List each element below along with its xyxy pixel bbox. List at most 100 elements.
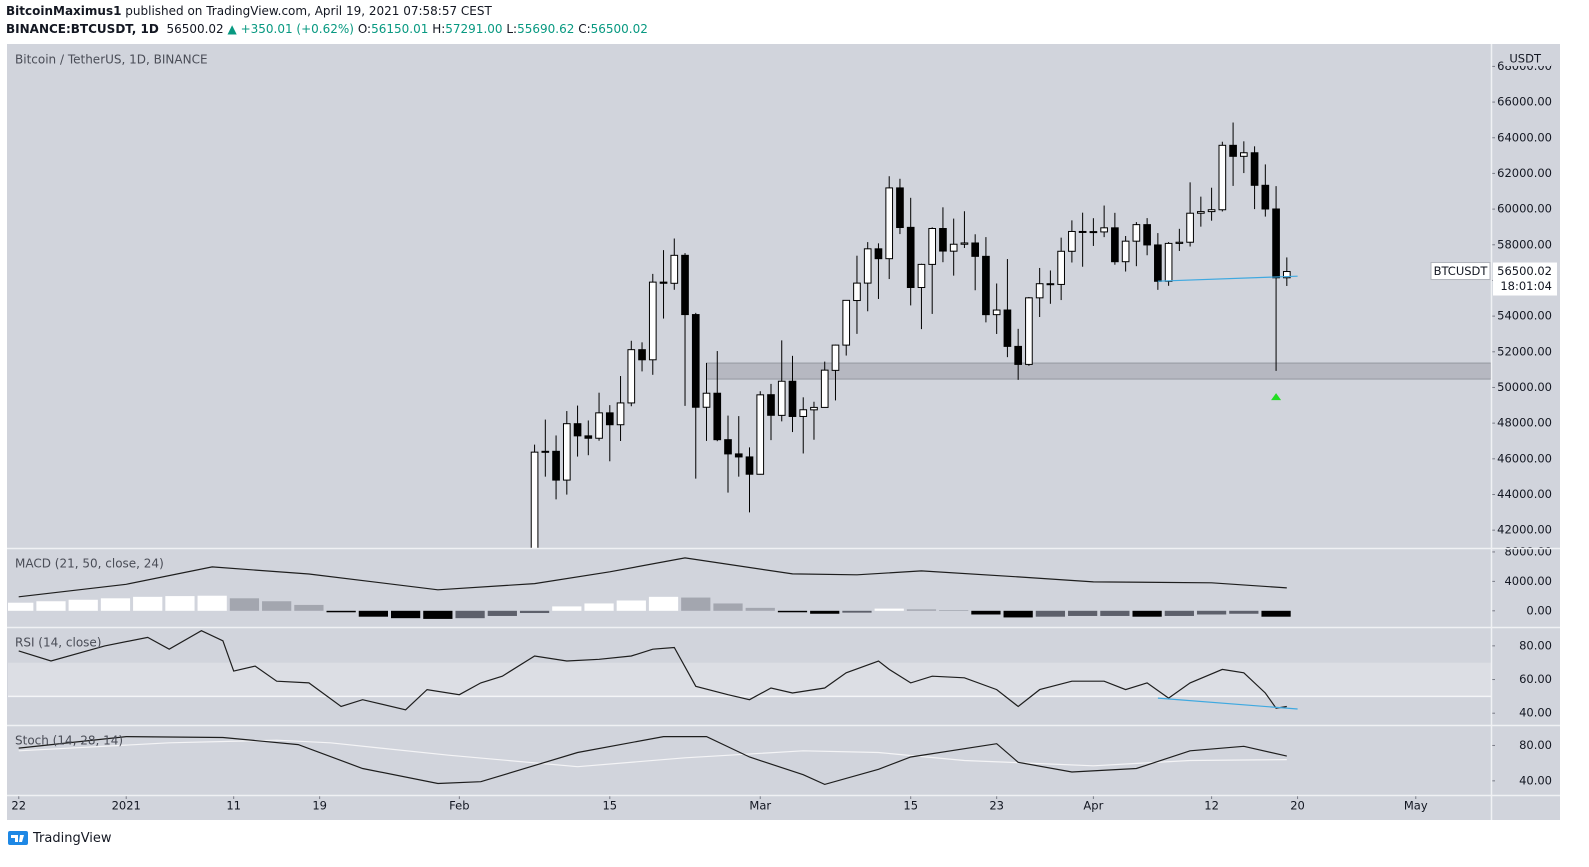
macd-histogram-bar — [1100, 610, 1130, 616]
y-tick-label: 44000.00 — [1497, 487, 1552, 501]
candle-body — [724, 439, 732, 455]
candle-body — [1218, 144, 1227, 211]
header-line-1: BitcoinMaximus1 published on TradingView… — [6, 4, 492, 18]
candle-body — [659, 281, 668, 284]
candle-body — [616, 402, 625, 426]
candle-body — [799, 409, 808, 417]
candle-body — [573, 423, 582, 437]
ohlc-h: 57291.00 — [445, 22, 503, 36]
y-tick-label: 8000.00 — [1504, 544, 1552, 558]
indicator-line — [18, 557, 1287, 598]
candle-body — [820, 369, 829, 408]
candle-body — [745, 456, 754, 475]
panel-title: Bitcoin / TetherUS, 1D, BINANCE — [15, 53, 208, 67]
panel-title: Stoch (14, 28, 14) — [15, 734, 123, 748]
x-tick-label: 20 — [1290, 799, 1305, 813]
indicator-line — [18, 735, 1287, 786]
x-tick-label: Feb — [449, 799, 469, 813]
macd-histogram-bar — [681, 597, 711, 611]
macd-histogram-bar — [939, 610, 969, 611]
candle-body — [1282, 271, 1291, 279]
candle-body — [584, 435, 593, 439]
y-tick-label: 4000.00 — [1504, 574, 1552, 588]
plot-area — [18, 735, 1287, 786]
y-tick-label: 40.00 — [1519, 706, 1552, 720]
last-symbol-tag — [1430, 262, 1491, 281]
candle-body — [1186, 212, 1194, 243]
candle-body — [1197, 211, 1205, 214]
axis-unit-bg — [1505, 52, 1551, 66]
candle-body — [595, 412, 603, 439]
plot-area — [8, 630, 1491, 711]
macd-histogram-bar — [36, 601, 66, 611]
change: ▲ +350.01 (+0.62%) — [227, 22, 354, 36]
y-tick-label: 64000.00 — [1497, 130, 1552, 144]
candle-body — [562, 423, 571, 481]
macd-histogram-bar — [8, 602, 34, 611]
candle-body — [1025, 297, 1033, 365]
candle-body — [1229, 144, 1237, 157]
x-tick-label: 2021 — [112, 799, 141, 813]
candle-body — [681, 254, 689, 316]
macd-histogram-bar — [519, 610, 550, 614]
candle-body — [1164, 242, 1173, 282]
candle-body — [906, 226, 915, 288]
macd-histogram-bar — [874, 608, 904, 611]
x-tick-label: 12 — [1204, 799, 1219, 813]
plot-layer: 42000.00 44000.00 46000.00 48000.00 50000.00… — [8, 52, 1557, 813]
candle-body — [1250, 152, 1259, 186]
candle-body — [831, 344, 840, 371]
macd-histogram-bar — [777, 610, 808, 613]
macd-histogram-bar — [745, 607, 775, 611]
candle-body — [917, 263, 926, 288]
separators — [7, 44, 1560, 820]
y-tick-label: 54000.00 — [1497, 309, 1552, 323]
y-tick-label: 58000.00 — [1497, 237, 1552, 251]
y-tick-label: 80.00 — [1519, 638, 1552, 652]
macd-histogram-bar — [713, 603, 743, 611]
x-tick-label: Apr — [1083, 799, 1103, 813]
candle-body — [1154, 244, 1162, 282]
trendline — [1157, 697, 1298, 710]
last-price-tag — [1493, 262, 1557, 296]
candle-body — [1046, 283, 1055, 286]
macd-histogram-bar — [68, 599, 98, 611]
header-line-2: BINANCE:BTCUSDT, 1D 56500.02 ▲ +350.01 (… — [6, 22, 648, 36]
candle-body — [627, 349, 636, 404]
candle-body — [670, 254, 679, 284]
candle-body — [702, 392, 711, 408]
candle-body — [756, 394, 765, 475]
ohlc-l-label: L: — [506, 22, 518, 36]
macd-histogram-bar — [1196, 610, 1227, 615]
macd-histogram-bar — [584, 603, 614, 611]
logo-glyph — [11, 835, 24, 842]
panel: 42000.00 44000.00 46000.00 48000.00 50000.00… — [15, 52, 1557, 548]
y-tick-label: 80.00 — [1519, 738, 1552, 752]
panel-title: MACD (21, 50, close, 24) — [15, 557, 164, 571]
panel: 40.00 80.00 22 2021 11 19 Feb 15 Mar 15 23 Apr 12 20 M… — [11, 734, 1552, 813]
candle-body — [530, 451, 539, 548]
candle-body — [767, 394, 775, 416]
candle-body — [1068, 230, 1076, 252]
ohlc-c: 56500.02 — [590, 22, 648, 36]
macd-histogram-bar — [487, 610, 517, 616]
y-tick-label: 62000.00 — [1497, 166, 1552, 180]
candle-body — [885, 187, 894, 260]
candle-body — [1132, 224, 1141, 242]
macd-histogram-bar — [326, 610, 356, 613]
panel-title: RSI (14, close) — [15, 636, 101, 650]
last-symbol: BTCUSDT — [1434, 264, 1489, 278]
y-tick-label: 42000.00 — [1497, 523, 1552, 537]
panel: 40.00 60.00 80.00 RSI (14, close) — [8, 630, 1552, 720]
candle-body — [1207, 209, 1216, 213]
macd-histogram-bar — [648, 596, 679, 611]
ohlc-o-label: O: — [357, 22, 372, 36]
macd-histogram-bar — [262, 601, 292, 611]
candle-body — [1100, 227, 1108, 233]
candle-body — [874, 248, 883, 260]
candle-body — [939, 228, 947, 252]
axis-unit: USDT — [1509, 52, 1542, 66]
macd-histogram-bar — [1261, 610, 1291, 617]
candle-body — [810, 406, 818, 411]
